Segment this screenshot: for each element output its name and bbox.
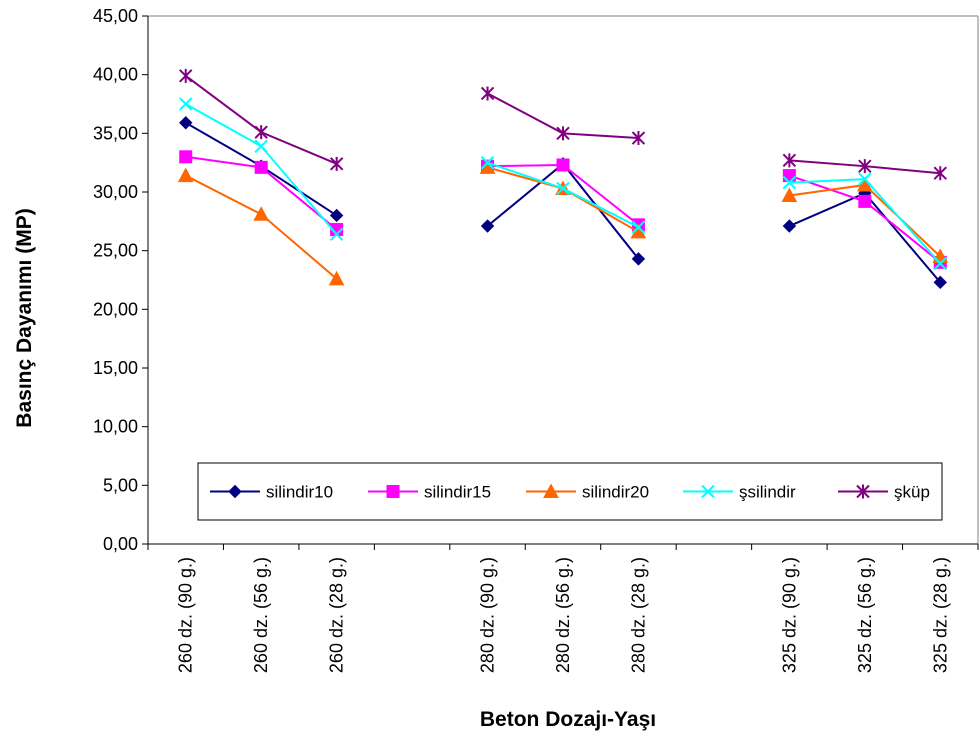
x-tick-label: 280 dz. (90 g.): [478, 557, 498, 673]
y-tick-label: 15,00: [93, 358, 138, 378]
series-line: [486, 162, 640, 260]
legend-marker: [701, 484, 715, 499]
series-line: [185, 174, 338, 280]
x-tick-label: 280 dz. (56 g.): [553, 557, 573, 673]
y-axis-title: Basınç Dayanımı (MP): [13, 208, 36, 427]
legend-marker: [856, 484, 870, 499]
x-tick-label: 260 dz. (28 g.): [327, 557, 347, 673]
data-point: [328, 270, 345, 286]
x-tick-label: 325 dz. (28 g.): [930, 557, 950, 673]
data-point: [858, 159, 872, 174]
data-point: [179, 97, 193, 111]
data-point: [179, 116, 193, 130]
x-axis-ticks: 260 dz. (90 g.) 260 dz. (56 g.) 260 dz. (2…: [147, 544, 979, 673]
data-point: [858, 172, 872, 186]
y-tick-label: 30,00: [93, 182, 138, 202]
x-tick-label: 325 dz. (90 g.): [779, 557, 799, 673]
series-1: [179, 150, 947, 269]
series-3: [179, 97, 947, 271]
data-point: [781, 187, 798, 203]
legend-label: silindir20: [582, 483, 649, 502]
series-layer: [177, 68, 949, 290]
data-point: [631, 252, 646, 266]
data-point: [782, 153, 797, 168]
legend-label: şküp: [894, 483, 930, 502]
data-point: [631, 131, 646, 146]
series-line: [487, 166, 639, 233]
data-point: [329, 156, 344, 171]
data-point: [933, 166, 947, 181]
data-point: [933, 256, 947, 271]
y-axis-ticks: 0,00 5,00 10,00 15,00 20,00 25,00 30,00 35,00 40…: [93, 6, 148, 554]
x-tick-label: 260 dz. (56 g.): [251, 557, 271, 673]
y-tick-label: 5,00: [103, 475, 138, 495]
data-point: [480, 86, 495, 101]
data-point: [480, 155, 495, 170]
legend-marker: [543, 483, 559, 498]
legend-marker: [228, 484, 242, 499]
data-point: [556, 181, 570, 196]
data-point: [329, 227, 344, 241]
legend: silindir10 silindir15 silindir20 şsilindir ş…: [197, 462, 943, 521]
data-point: [329, 208, 344, 223]
legend-label: şsilindir: [739, 483, 796, 502]
data-point: [480, 219, 495, 233]
x-axis-title: Beton Dozajı-Yaşı: [480, 708, 656, 731]
data-point: [179, 68, 193, 83]
series-line: [185, 75, 338, 165]
y-tick-label: 35,00: [93, 123, 138, 143]
y-tick-label: 25,00: [93, 241, 138, 261]
data-point: [933, 275, 947, 290]
data-point: [556, 158, 570, 172]
plot-area: [147, 15, 979, 545]
data-point: [254, 160, 268, 174]
data-point: [254, 125, 268, 140]
data-point: [177, 167, 194, 183]
legend-label: silindir15: [424, 483, 491, 502]
series-2: [177, 159, 949, 286]
y-tick-label: 20,00: [93, 299, 138, 319]
data-point: [782, 175, 797, 190]
data-point: [254, 139, 268, 153]
data-point: [858, 194, 872, 208]
y-tick-label: 10,00: [93, 417, 138, 437]
x-tick-label: 280 dz. (28 g.): [628, 557, 648, 673]
x-tick-label: 260 dz. (90 g.): [176, 557, 196, 673]
legend-label: silindir10: [266, 483, 333, 502]
data-point: [782, 219, 797, 233]
data-point: [556, 126, 570, 141]
y-tick-label: 0,00: [103, 534, 138, 554]
series-4: [179, 68, 947, 181]
data-point: [253, 206, 270, 221]
legend-marker: [386, 485, 400, 498]
data-point: [179, 150, 193, 164]
series-0: [179, 116, 947, 290]
x-tick-label: 325 dz. (56 g.): [855, 557, 875, 673]
y-tick-label: 40,00: [93, 65, 138, 85]
data-point: [631, 220, 646, 234]
y-tick-label: 45,00: [93, 6, 138, 26]
